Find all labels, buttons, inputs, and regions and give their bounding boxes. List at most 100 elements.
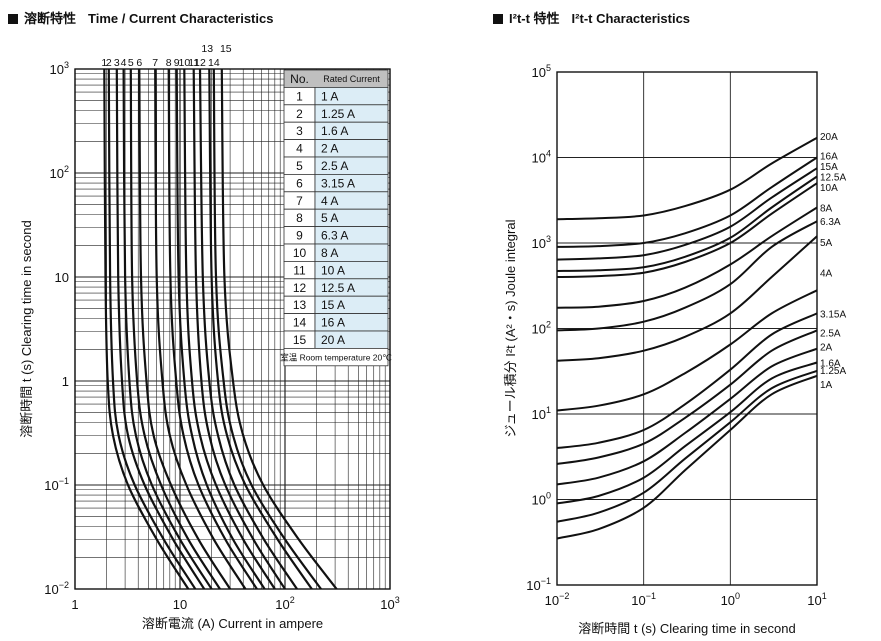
- table-cell-no: 14: [293, 316, 307, 330]
- curve-label-15: 15: [220, 43, 232, 55]
- x-tick-label: 103: [380, 595, 399, 612]
- table-cell-rated: 1 A: [321, 89, 338, 103]
- table-cell-no: 9: [296, 229, 303, 243]
- x-tick-label: 10−1: [631, 591, 656, 608]
- curve-label-5: 5: [128, 57, 134, 69]
- left-chart-title: 溶断特性 Time / Current Characteristics: [8, 8, 273, 27]
- i2t-curve-label: 12.5A: [820, 172, 846, 183]
- x-tick-label: 100: [721, 591, 740, 608]
- fuse-curve-13: [208, 68, 313, 590]
- table-cell-no: 8: [296, 211, 303, 225]
- i2t-curve-15A: [556, 167, 818, 261]
- table-cell-rated: 4 A: [321, 194, 338, 208]
- fuse-curve-7: [154, 68, 247, 590]
- i2t-curve-1.25A: [556, 369, 818, 523]
- i2t-curve-label: 10A: [820, 183, 838, 194]
- curve-label-10: 10: [179, 57, 191, 69]
- table-cell-no: 2: [296, 107, 303, 121]
- curve-label-3: 3: [114, 57, 120, 69]
- i2t-curve-20A: [556, 136, 818, 221]
- table-footer-bg: [283, 347, 389, 367]
- table-cell-rated: 1.6 A: [321, 124, 348, 138]
- curve-label-8: 8: [166, 57, 172, 69]
- table-cell-no: 13: [293, 298, 307, 312]
- right-chart-title: I²t-t 特性 I²t-t Characteristics: [493, 8, 690, 27]
- i2t-curve-label: 1.25A: [820, 366, 846, 377]
- fuse-curve-5: [129, 68, 221, 590]
- square-bullet-icon: [8, 14, 18, 24]
- table-cell-no: 3: [296, 124, 303, 138]
- curve-label-7: 7: [152, 57, 158, 69]
- table-cell-rated: 6.3 A: [321, 229, 348, 243]
- right-title-en: I²t-t Characteristics: [571, 11, 691, 26]
- i2t-curve-2.5A: [556, 329, 818, 465]
- i2t-curve-12.5A: [556, 175, 818, 272]
- i2t-curve-1A: [556, 374, 818, 540]
- curve-label-13: 13: [201, 43, 213, 55]
- i2t-curve-4A: [556, 289, 818, 412]
- i2t-curve-8A: [556, 206, 818, 309]
- table-cell-rated: 20 A: [321, 333, 345, 347]
- y-tick-label: 100: [532, 491, 551, 508]
- right-title-jp: I²t-t 特性: [509, 11, 560, 26]
- y-tick-label: 103: [532, 234, 551, 251]
- right-plot-frame: [556, 71, 818, 586]
- table-cell-no: 5: [296, 159, 303, 173]
- x-tick-label: 102: [275, 595, 294, 612]
- table-cell-no: 11: [293, 263, 306, 277]
- i2t-curve-label: 20A: [820, 132, 838, 143]
- fuse-curve-1: [103, 68, 190, 590]
- i2t-curve-5A: [556, 235, 818, 362]
- right-x-axis-label: 溶断時間 t (s) Clearing time in second: [578, 621, 795, 636]
- curve-label-14: 14: [208, 57, 220, 69]
- fuse-curve-4: [122, 68, 213, 590]
- y-tick-label: 104: [532, 149, 551, 166]
- fuse-curve-14: [212, 68, 322, 590]
- y-tick-label: 103: [50, 60, 69, 77]
- y-tick-label: 101: [532, 405, 551, 422]
- i2t-curve-label: 2A: [820, 343, 833, 354]
- curve-label-1: 1: [101, 57, 107, 69]
- table-cell-rated: 12.5 A: [321, 281, 355, 295]
- y-tick-label: 10: [55, 270, 69, 285]
- table-cell-rated: 2.5 A: [321, 159, 348, 173]
- x-tick-label: 1: [71, 597, 78, 612]
- x-tick-label: 10: [173, 597, 187, 612]
- curve-label-6: 6: [136, 57, 142, 69]
- fuse-curve-9: [175, 68, 266, 590]
- fuse-curve-8: [167, 68, 258, 590]
- table-cell-rated: 1.25 A: [321, 107, 355, 121]
- fuse-curve-2: [107, 68, 197, 590]
- table-header-rated: Rated Current: [323, 74, 380, 84]
- y-tick-label: 1: [62, 374, 69, 389]
- table-header-no: No.: [290, 72, 309, 86]
- i2t-curve-1.6A: [556, 361, 818, 505]
- fuse-curve-12: [198, 68, 298, 590]
- i2t-curve-label: 6.3A: [820, 217, 841, 228]
- table-cell-no: 10: [293, 246, 307, 260]
- fuse-curve-3: [115, 68, 206, 590]
- fuse-curve-15: [220, 68, 338, 590]
- i2t-curve-label: 8A: [820, 204, 833, 215]
- table-cell-no: 12: [293, 281, 307, 295]
- i2t-curve-label: 2.5A: [820, 328, 841, 339]
- i2t-curve-label: 15A: [820, 162, 838, 173]
- i2t-curve-label: 3.15A: [820, 309, 846, 320]
- i2t-curve-2A: [556, 347, 818, 486]
- table-cell-rated: 8 A: [321, 246, 338, 260]
- table-cell-rated: 16 A: [321, 316, 345, 330]
- left-title-en: Time / Current Characteristics: [88, 11, 274, 26]
- left-x-axis-label: 溶断電流 (A) Current in ampere: [142, 616, 323, 631]
- fuse-curve-11: [192, 68, 286, 590]
- left-title-jp: 溶断特性: [24, 11, 77, 26]
- y-tick-label: 102: [50, 164, 69, 181]
- table-footer-text: 室温 Room temperature 20℃: [280, 352, 392, 362]
- curve-label-12: 12: [194, 57, 206, 69]
- left-plot-frame: [74, 68, 391, 590]
- curve-label-9: 9: [174, 57, 180, 69]
- curve-label-11: 11: [188, 57, 199, 69]
